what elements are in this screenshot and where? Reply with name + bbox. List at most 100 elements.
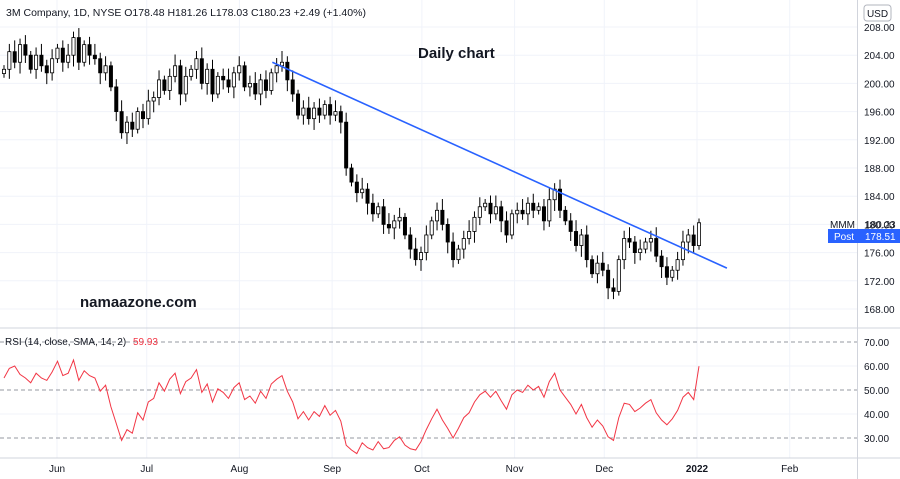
candle-body	[328, 104, 333, 116]
watermark-text: namaazone.com	[80, 294, 197, 311]
candle-body	[162, 79, 167, 91]
candle-body	[648, 238, 653, 243]
candle-body	[590, 259, 595, 275]
candle-body	[531, 202, 536, 211]
price-tick-label: 204.00	[864, 51, 895, 62]
price-tick-label: 188.00	[864, 164, 895, 175]
candle-body	[263, 79, 268, 91]
candle-body	[338, 111, 343, 123]
candle-body	[611, 287, 616, 292]
candle-body	[226, 79, 231, 88]
time-tick-label: Jun	[49, 464, 65, 475]
time-tick-label: Nov	[506, 464, 524, 475]
candle-body	[135, 111, 140, 130]
candle-body	[541, 206, 546, 222]
candle-body	[322, 104, 327, 116]
candle-body	[157, 79, 162, 98]
candle-body	[504, 220, 509, 236]
candle-body	[606, 269, 611, 289]
candle-body	[28, 54, 33, 70]
candle-body	[50, 58, 55, 74]
candle-body	[499, 206, 504, 222]
candle-body	[87, 44, 92, 56]
candle-body	[664, 266, 669, 278]
candle-body	[344, 121, 349, 169]
last-price-label: 180.23	[865, 220, 896, 231]
candle-body	[108, 65, 113, 88]
candle-body	[376, 206, 381, 215]
candle-body	[290, 79, 295, 95]
candle-body	[189, 68, 194, 77]
candle-body	[461, 238, 466, 250]
candle-body	[386, 223, 391, 229]
candle-body	[18, 44, 23, 63]
candle-body	[675, 259, 680, 271]
price-tick-label: 172.00	[864, 277, 895, 288]
candle-body	[66, 54, 71, 63]
candle-body	[92, 54, 97, 60]
candle-body	[558, 188, 563, 211]
candle-body	[408, 234, 413, 250]
candle-body	[515, 209, 520, 215]
price-tick-label: 180.00	[864, 220, 895, 231]
candle-body	[686, 234, 691, 243]
candle-body	[98, 58, 103, 74]
price-tick-label: 192.00	[864, 136, 895, 147]
rsi-grid	[0, 341, 857, 439]
candle-body	[418, 252, 423, 261]
candle-body	[210, 68, 215, 95]
rsi-tick-label: 70.00	[864, 338, 889, 349]
time-tick-label: Dec	[595, 464, 613, 475]
candle-body	[402, 216, 407, 236]
candle-body	[312, 107, 317, 120]
candle-body	[173, 65, 178, 77]
price-tick-label: 168.00	[864, 305, 895, 316]
candle-body	[55, 47, 60, 60]
symbol-price-label: MMM	[830, 220, 855, 231]
time-tick-label: Sep	[323, 464, 341, 475]
candlestick-series	[2, 28, 702, 300]
candle-body	[274, 65, 279, 74]
candle-body	[317, 107, 322, 116]
candle-body	[467, 231, 472, 239]
candle-body	[114, 86, 119, 113]
candle-body	[296, 93, 301, 116]
price-tick-label: 184.00	[864, 192, 895, 203]
candle-body	[563, 209, 568, 222]
rsi-tick-label: 50.00	[864, 386, 889, 397]
candle-body	[365, 188, 370, 204]
candle-body	[253, 83, 258, 95]
candle-body	[509, 213, 514, 236]
candle-body	[82, 44, 87, 63]
rsi-line	[3, 358, 700, 455]
candle-body	[525, 202, 530, 215]
trendline[interactable]	[271, 61, 728, 269]
candle-body	[574, 231, 579, 246]
candle-body	[381, 206, 386, 225]
candle-body	[595, 262, 600, 275]
candle-body	[183, 75, 188, 95]
post-label: Post	[834, 232, 854, 243]
candle-body	[424, 234, 429, 254]
candle-body	[76, 37, 81, 63]
candle-body	[477, 206, 482, 218]
rsi-legend-value: 59.93	[133, 337, 158, 348]
candle-body	[643, 241, 648, 250]
candle-body	[237, 65, 242, 74]
candle-body	[600, 262, 605, 271]
price-tick-label: 176.00	[864, 249, 895, 260]
candle-body	[71, 37, 76, 56]
time-tick-label: Oct	[414, 464, 430, 475]
candle-body	[547, 199, 552, 222]
candle-body	[627, 238, 632, 243]
candle-body	[370, 202, 375, 215]
candle-body	[413, 248, 418, 261]
candle-body	[579, 234, 584, 246]
candle-body	[231, 72, 236, 88]
candle-body	[568, 220, 573, 232]
currency-box[interactable]	[863, 4, 892, 22]
candle-body	[44, 65, 49, 74]
candle-body	[638, 248, 643, 253]
candle-body	[130, 121, 135, 130]
